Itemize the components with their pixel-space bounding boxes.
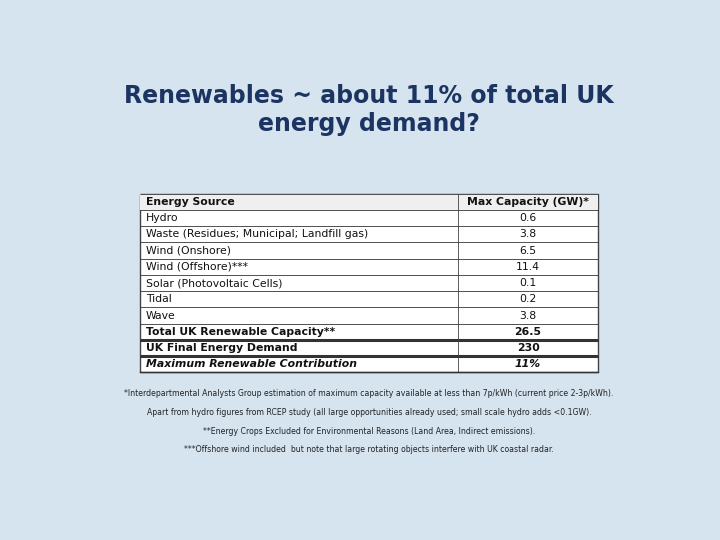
- Text: 3.8: 3.8: [519, 230, 536, 239]
- Text: Tidal: Tidal: [145, 294, 171, 305]
- Text: UK Final Energy Demand: UK Final Energy Demand: [145, 343, 297, 353]
- Text: Solar (Photovoltaic Cells): Solar (Photovoltaic Cells): [145, 278, 282, 288]
- FancyBboxPatch shape: [140, 194, 598, 210]
- Text: 230: 230: [517, 343, 539, 353]
- Text: Waste (Residues; Municipal; Landfill gas): Waste (Residues; Municipal; Landfill gas…: [145, 230, 368, 239]
- Text: Total UK Renewable Capacity**: Total UK Renewable Capacity**: [145, 327, 335, 337]
- Text: 0.1: 0.1: [519, 278, 536, 288]
- Text: 26.5: 26.5: [515, 327, 541, 337]
- Text: Apart from hydro figures from RCEP study (all large opportunities already used; : Apart from hydro figures from RCEP study…: [147, 408, 591, 417]
- Text: Energy Source: Energy Source: [145, 197, 235, 207]
- Text: Renewables ~ about 11% of total UK
energy demand?: Renewables ~ about 11% of total UK energ…: [124, 84, 614, 136]
- Text: 0.2: 0.2: [519, 294, 536, 305]
- Text: 11.4: 11.4: [516, 262, 540, 272]
- FancyBboxPatch shape: [140, 194, 598, 373]
- Text: 3.8: 3.8: [519, 310, 536, 321]
- Text: Hydro: Hydro: [145, 213, 179, 223]
- Text: *Interdepartmental Analysts Group estimation of maximum capacity available at le: *Interdepartmental Analysts Group estima…: [125, 389, 613, 398]
- Text: Wave: Wave: [145, 310, 176, 321]
- Text: ***Offshore wind included  but note that large rotating objects interfere with U: ***Offshore wind included but note that …: [184, 446, 554, 454]
- Text: 11%: 11%: [515, 359, 541, 369]
- Text: **Energy Crops Excluded for Environmental Reasons (Land Area, Indirect emissions: **Energy Crops Excluded for Environmenta…: [203, 427, 535, 436]
- Text: Wind (Offshore)***: Wind (Offshore)***: [145, 262, 248, 272]
- Text: Wind (Onshore): Wind (Onshore): [145, 246, 231, 255]
- Text: 6.5: 6.5: [519, 246, 536, 255]
- Text: Maximum Renewable Contribution: Maximum Renewable Contribution: [145, 359, 357, 369]
- Text: Max Capacity (GW)*: Max Capacity (GW)*: [467, 197, 589, 207]
- Text: 0.6: 0.6: [519, 213, 536, 223]
